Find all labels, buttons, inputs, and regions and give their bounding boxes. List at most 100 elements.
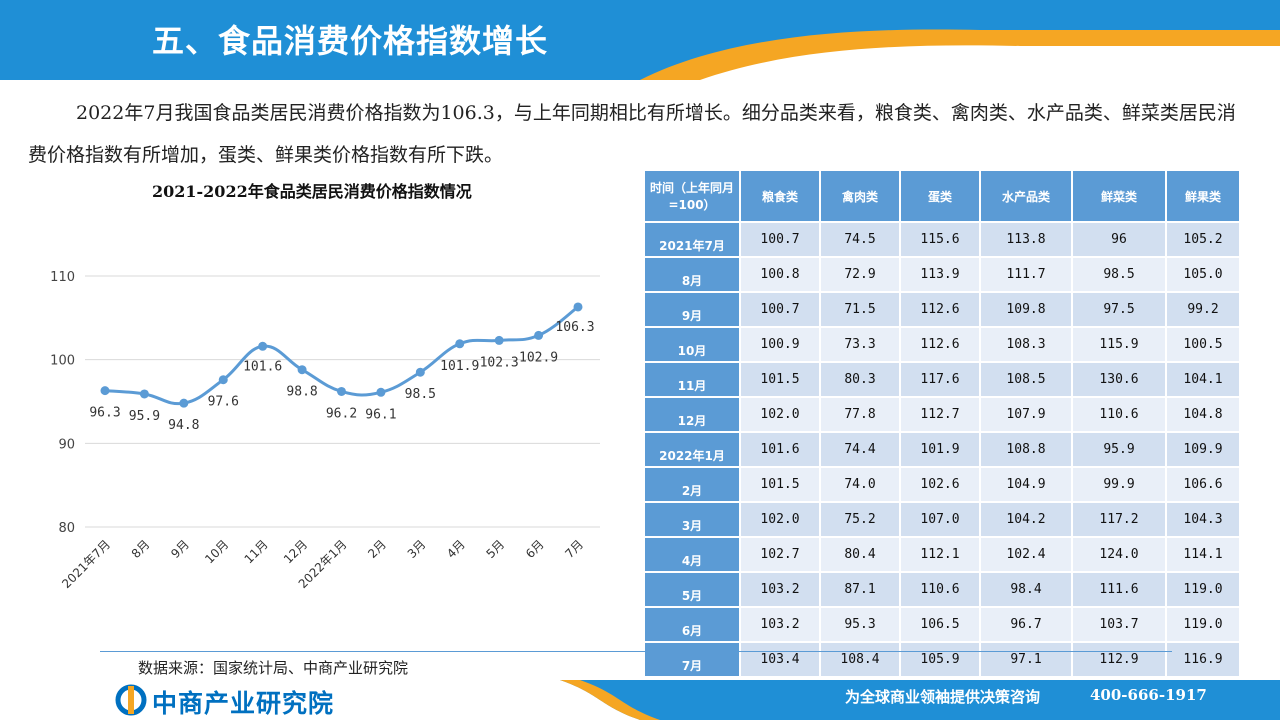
y-tick-label: 100 bbox=[50, 354, 75, 369]
x-tick-label: 5月 bbox=[484, 537, 508, 561]
table-cell: 111.7 bbox=[981, 258, 1073, 293]
table-cell: 100.7 bbox=[741, 293, 821, 328]
data-label: 102.9 bbox=[519, 350, 558, 365]
data-source: 数据来源：国家统计局、中商产业研究院 bbox=[138, 659, 409, 677]
table-row-label: 4月 bbox=[645, 538, 741, 573]
data-label: 96.2 bbox=[326, 406, 357, 421]
data-point bbox=[218, 375, 228, 385]
table-row: 4月 102.7 80.4 112.1 102.4 124.0 114.1 bbox=[645, 538, 1241, 573]
table-cell: 98.5 bbox=[1073, 258, 1167, 293]
y-tick-label: 80 bbox=[58, 521, 75, 536]
chart-title: 2021-2022年食品类居民消费价格指数情况 bbox=[152, 182, 472, 201]
data-label: 101.6 bbox=[243, 359, 282, 374]
table-cell: 102.0 bbox=[741, 503, 821, 538]
table-cell: 103.2 bbox=[741, 573, 821, 608]
page-title: 五、食品消费价格指数增长 bbox=[152, 22, 549, 60]
table-cell: 75.2 bbox=[821, 503, 901, 538]
table-row: 11月 101.5 80.3 117.6 108.5 130.6 104.1 bbox=[645, 363, 1241, 398]
table-row: 3月 102.0 75.2 107.0 104.2 117.2 104.3 bbox=[645, 503, 1241, 538]
table-cell: 119.0 bbox=[1167, 608, 1241, 643]
table-row: 12月 102.0 77.8 112.7 107.9 110.6 104.8 bbox=[645, 398, 1241, 433]
table-cell: 102.7 bbox=[741, 538, 821, 573]
table-header-cell: 鲜果类 bbox=[1167, 171, 1241, 223]
table-row-label: 2月 bbox=[645, 468, 741, 503]
table-header-cell: 水产品类 bbox=[981, 171, 1073, 223]
table-row: 2022年1月 101.6 74.4 101.9 108.8 95.9 109.9 bbox=[645, 433, 1241, 468]
x-tick-label: 6月 bbox=[523, 537, 547, 561]
table-header-cell: 粮食类 bbox=[741, 171, 821, 223]
x-tick-label: 2月 bbox=[365, 537, 389, 561]
table-row: 2021年7月 100.7 74.5 115.6 113.8 96 105.2 bbox=[645, 223, 1241, 258]
table-cell: 102.4 bbox=[981, 538, 1073, 573]
table-cell: 114.1 bbox=[1167, 538, 1241, 573]
table-cell: 109.9 bbox=[1167, 433, 1241, 468]
table-cell: 112.9 bbox=[1073, 643, 1167, 678]
table-cell: 102.6 bbox=[901, 468, 981, 503]
table-cell: 119.0 bbox=[1167, 573, 1241, 608]
footer-divider bbox=[100, 651, 1172, 652]
table-cell: 112.6 bbox=[901, 328, 981, 363]
x-tick-label: 4月 bbox=[444, 537, 468, 561]
table-cell: 105.9 bbox=[901, 643, 981, 678]
table-row-label: 2021年7月 bbox=[645, 223, 741, 258]
data-point bbox=[100, 386, 110, 396]
table-cell: 97.5 bbox=[1073, 293, 1167, 328]
table-cell: 95.9 bbox=[1073, 433, 1167, 468]
table-cell: 108.5 bbox=[981, 363, 1073, 398]
table-cell: 102.0 bbox=[741, 398, 821, 433]
table-cell: 101.9 bbox=[901, 433, 981, 468]
x-tick-label: 9月 bbox=[168, 537, 192, 561]
table-cell: 113.9 bbox=[901, 258, 981, 293]
table-row-label: 6月 bbox=[645, 608, 741, 643]
table-cell: 99.2 bbox=[1167, 293, 1241, 328]
table-header-cell: 禽肉类 bbox=[821, 171, 901, 223]
x-tick-label: 2021年7月 bbox=[59, 537, 113, 591]
header-background bbox=[0, 0, 1280, 80]
data-label: 97.6 bbox=[208, 395, 239, 410]
table-cell: 77.8 bbox=[821, 398, 901, 433]
table-cell: 117.6 bbox=[901, 363, 981, 398]
table-cell: 104.3 bbox=[1167, 503, 1241, 538]
table-cell: 108.4 bbox=[821, 643, 901, 678]
data-label: 98.8 bbox=[286, 385, 317, 400]
table-cell: 124.0 bbox=[1073, 538, 1167, 573]
table-cell: 80.3 bbox=[821, 363, 901, 398]
table-cell: 100.7 bbox=[741, 223, 821, 258]
table-cell: 104.8 bbox=[1167, 398, 1241, 433]
table-cell: 107.9 bbox=[981, 398, 1073, 433]
table-row-label: 5月 bbox=[645, 573, 741, 608]
x-tick-label: 12月 bbox=[281, 537, 310, 566]
table-cell: 97.1 bbox=[981, 643, 1073, 678]
table-row-label: 11月 bbox=[645, 363, 741, 398]
table-cell: 107.0 bbox=[901, 503, 981, 538]
data-label: 96.1 bbox=[365, 407, 396, 422]
data-point bbox=[297, 365, 307, 375]
cpi-table: 时间（上年同月=100） 粮食类 禽肉类 蛋类 水产品类 鲜菜类 鲜果类 202… bbox=[645, 171, 1241, 678]
data-point bbox=[139, 389, 149, 399]
table-cell: 113.8 bbox=[981, 223, 1073, 258]
table-row-label: 10月 bbox=[645, 328, 741, 363]
table-cell: 112.6 bbox=[901, 293, 981, 328]
table-cell: 104.1 bbox=[1167, 363, 1241, 398]
table-header-cell: 时间（上年同月=100） bbox=[645, 171, 741, 223]
table-row-label: 3月 bbox=[645, 503, 741, 538]
table-cell: 101.5 bbox=[741, 468, 821, 503]
table-row: 5月 103.2 87.1 110.6 98.4 111.6 119.0 bbox=[645, 573, 1241, 608]
table-cell: 103.4 bbox=[741, 643, 821, 678]
table-cell: 101.5 bbox=[741, 363, 821, 398]
table-cell: 110.6 bbox=[901, 573, 981, 608]
table-cell: 74.5 bbox=[821, 223, 901, 258]
table-row: 10月 100.9 73.3 112.6 108.3 115.9 100.5 bbox=[645, 328, 1241, 363]
table-cell: 104.9 bbox=[981, 468, 1073, 503]
table-cell: 109.8 bbox=[981, 293, 1073, 328]
table-cell: 104.2 bbox=[981, 503, 1073, 538]
data-point bbox=[376, 387, 386, 397]
table-cell: 98.4 bbox=[981, 573, 1073, 608]
table-header-row: 时间（上年同月=100） 粮食类 禽肉类 蛋类 水产品类 鲜菜类 鲜果类 bbox=[645, 171, 1241, 223]
intro-paragraph: 2022年7月我国食品类居民消费价格指数为106.3，与上年同期相比有所增长。细… bbox=[28, 102, 1236, 166]
data-point bbox=[534, 330, 544, 340]
table-cell: 105.0 bbox=[1167, 258, 1241, 293]
data-label: 98.5 bbox=[405, 387, 436, 402]
data-point bbox=[179, 398, 189, 408]
table-row-label: 8月 bbox=[645, 258, 741, 293]
